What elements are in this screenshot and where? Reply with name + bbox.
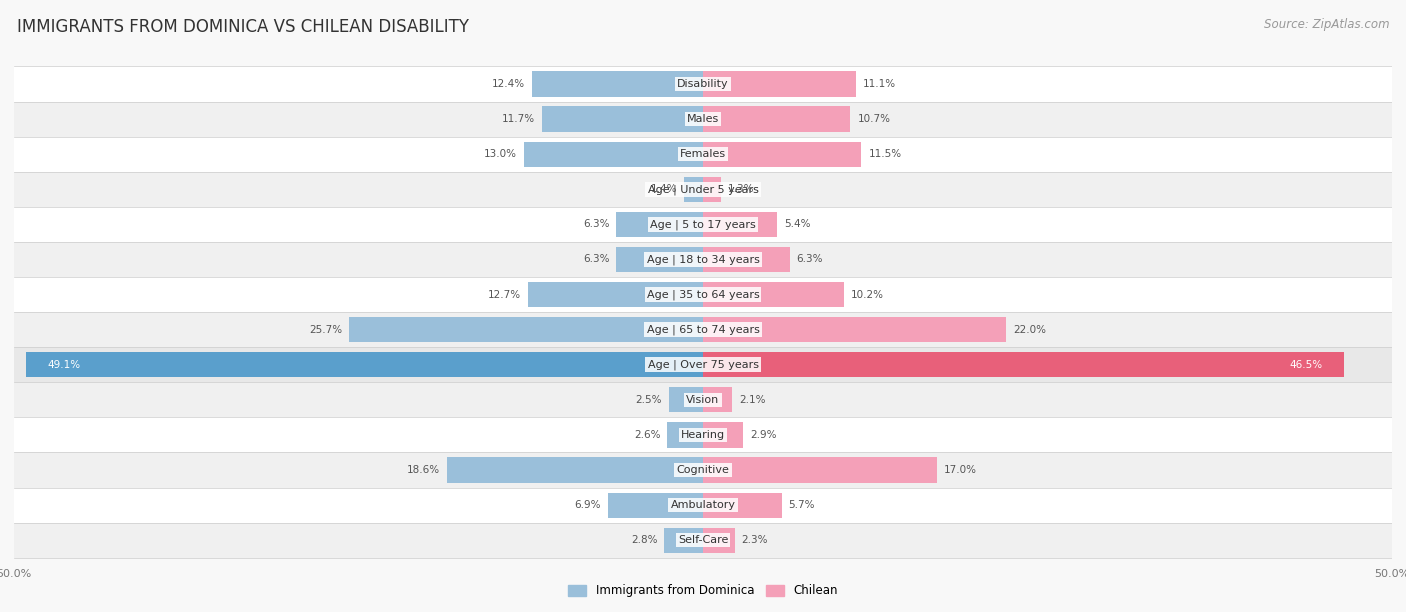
- Bar: [703, 177, 721, 202]
- Text: Disability: Disability: [678, 79, 728, 89]
- Bar: [27, 352, 703, 378]
- Bar: [447, 457, 703, 483]
- Text: Hearing: Hearing: [681, 430, 725, 440]
- Bar: [616, 247, 703, 272]
- Text: 11.7%: 11.7%: [502, 114, 534, 124]
- Text: 18.6%: 18.6%: [406, 465, 440, 475]
- Text: Age | 5 to 17 years: Age | 5 to 17 years: [650, 219, 756, 230]
- Text: Age | 65 to 74 years: Age | 65 to 74 years: [647, 324, 759, 335]
- Text: Vision: Vision: [686, 395, 720, 405]
- Bar: [703, 422, 742, 447]
- Text: 2.3%: 2.3%: [741, 536, 768, 545]
- Text: Age | 18 to 34 years: Age | 18 to 34 years: [647, 254, 759, 265]
- Text: 10.7%: 10.7%: [858, 114, 890, 124]
- Text: 11.1%: 11.1%: [863, 79, 896, 89]
- Bar: [703, 72, 856, 97]
- Bar: [529, 282, 703, 307]
- Bar: [703, 317, 1007, 342]
- Bar: [703, 387, 733, 412]
- Bar: [616, 212, 703, 237]
- Text: 11.5%: 11.5%: [869, 149, 901, 159]
- Text: 5.7%: 5.7%: [789, 500, 815, 510]
- Text: Age | Under 5 years: Age | Under 5 years: [648, 184, 758, 195]
- Bar: [14, 382, 1392, 417]
- Text: 1.3%: 1.3%: [728, 184, 754, 194]
- Text: 5.4%: 5.4%: [785, 219, 811, 230]
- Text: Cognitive: Cognitive: [676, 465, 730, 475]
- Text: 6.9%: 6.9%: [575, 500, 600, 510]
- Text: 2.1%: 2.1%: [738, 395, 765, 405]
- Text: Self-Care: Self-Care: [678, 536, 728, 545]
- Text: 6.3%: 6.3%: [583, 255, 609, 264]
- Bar: [14, 417, 1392, 452]
- Bar: [14, 67, 1392, 102]
- Bar: [14, 277, 1392, 312]
- Bar: [349, 317, 703, 342]
- Bar: [14, 523, 1392, 558]
- Bar: [703, 141, 862, 167]
- Text: Age | 35 to 64 years: Age | 35 to 64 years: [647, 289, 759, 300]
- Bar: [703, 282, 844, 307]
- Text: 25.7%: 25.7%: [309, 325, 342, 335]
- Bar: [14, 207, 1392, 242]
- Bar: [703, 493, 782, 518]
- Bar: [683, 177, 703, 202]
- Text: IMMIGRANTS FROM DOMINICA VS CHILEAN DISABILITY: IMMIGRANTS FROM DOMINICA VS CHILEAN DISA…: [17, 18, 468, 36]
- Bar: [703, 528, 735, 553]
- Bar: [665, 528, 703, 553]
- Text: 2.8%: 2.8%: [631, 536, 658, 545]
- Text: Source: ZipAtlas.com: Source: ZipAtlas.com: [1264, 18, 1389, 31]
- Text: Females: Females: [681, 149, 725, 159]
- Bar: [607, 493, 703, 518]
- Text: 2.6%: 2.6%: [634, 430, 661, 440]
- Text: 2.5%: 2.5%: [636, 395, 662, 405]
- Text: 46.5%: 46.5%: [1289, 360, 1323, 370]
- Bar: [14, 102, 1392, 136]
- Text: Males: Males: [688, 114, 718, 124]
- Text: 49.1%: 49.1%: [48, 360, 80, 370]
- Bar: [541, 106, 703, 132]
- Text: 10.2%: 10.2%: [851, 289, 883, 299]
- Text: 2.9%: 2.9%: [749, 430, 776, 440]
- Bar: [14, 136, 1392, 172]
- Bar: [14, 347, 1392, 382]
- Bar: [14, 172, 1392, 207]
- Bar: [14, 488, 1392, 523]
- Bar: [703, 212, 778, 237]
- Bar: [703, 352, 1344, 378]
- Text: 13.0%: 13.0%: [484, 149, 517, 159]
- Bar: [669, 387, 703, 412]
- Bar: [531, 72, 703, 97]
- Text: 12.7%: 12.7%: [488, 289, 522, 299]
- Text: 6.3%: 6.3%: [797, 255, 823, 264]
- Text: 22.0%: 22.0%: [1012, 325, 1046, 335]
- Bar: [524, 141, 703, 167]
- Text: 12.4%: 12.4%: [492, 79, 526, 89]
- Bar: [668, 422, 703, 447]
- Bar: [703, 247, 790, 272]
- Bar: [703, 457, 938, 483]
- Text: Age | Over 75 years: Age | Over 75 years: [648, 359, 758, 370]
- Text: Ambulatory: Ambulatory: [671, 500, 735, 510]
- Bar: [703, 106, 851, 132]
- Bar: [14, 312, 1392, 347]
- Text: 1.4%: 1.4%: [651, 184, 676, 194]
- Text: 6.3%: 6.3%: [583, 219, 609, 230]
- Legend: Immigrants from Dominica, Chilean: Immigrants from Dominica, Chilean: [568, 584, 838, 597]
- Text: 17.0%: 17.0%: [945, 465, 977, 475]
- Bar: [14, 242, 1392, 277]
- Bar: [14, 452, 1392, 488]
